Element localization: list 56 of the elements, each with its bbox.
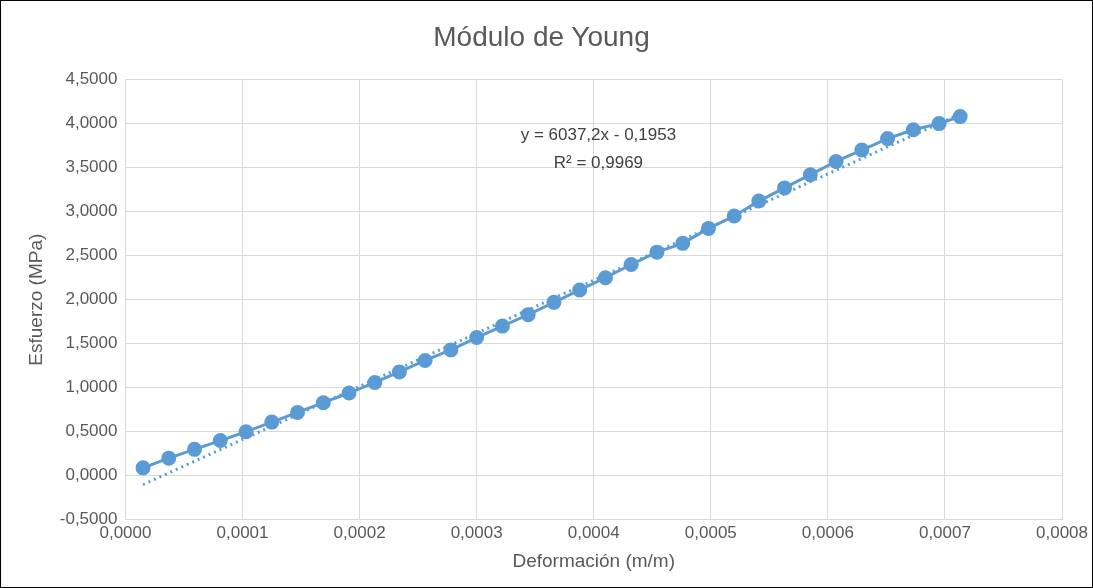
point xyxy=(905,122,921,138)
y-axis-title: Esfuerzo (MPa) xyxy=(24,233,46,366)
point xyxy=(494,318,510,334)
x-tick-label: 0,0006 xyxy=(801,522,854,542)
x-axis-title: Deformación (m/m) xyxy=(512,549,676,571)
point xyxy=(751,193,767,209)
point xyxy=(212,433,228,449)
point xyxy=(777,180,793,196)
point xyxy=(546,294,562,310)
point xyxy=(187,441,203,457)
point xyxy=(290,404,306,420)
y-tick-label: 3,0000 xyxy=(65,201,118,221)
x-tick-label: 0,0002 xyxy=(333,522,386,542)
point xyxy=(952,109,968,125)
point xyxy=(443,342,459,358)
point xyxy=(931,116,947,132)
x-tick-label: 0,0005 xyxy=(684,522,737,542)
y-tick-label: 2,0000 xyxy=(65,289,118,309)
point xyxy=(828,153,844,169)
point xyxy=(854,142,870,158)
point xyxy=(623,256,639,272)
annotation: R² = 0,9969 xyxy=(553,152,644,172)
point xyxy=(520,307,536,323)
y-tick-label: 0,0000 xyxy=(65,465,118,485)
point xyxy=(726,208,742,224)
point xyxy=(341,385,357,401)
point xyxy=(238,424,254,440)
x-tick-label: 0,0004 xyxy=(567,522,620,542)
point xyxy=(597,270,613,286)
point xyxy=(264,414,280,430)
point xyxy=(315,395,331,411)
point xyxy=(417,352,433,368)
y-tick-label: 2,5000 xyxy=(65,245,118,265)
y-tick-label: 3,5000 xyxy=(65,157,118,177)
y-tick-label: 0,5000 xyxy=(65,421,118,441)
point xyxy=(802,167,818,183)
point xyxy=(135,460,151,476)
point xyxy=(700,220,716,236)
point xyxy=(367,374,383,390)
point xyxy=(880,131,896,147)
y-tick-label: 1,0000 xyxy=(65,377,118,397)
x-tick-label: 0,0001 xyxy=(216,522,269,542)
y-tick-label: 4,0000 xyxy=(65,113,118,133)
point xyxy=(391,364,407,380)
x-tick-label: 0,0008 xyxy=(1036,522,1088,542)
x-tick-label: 0,0003 xyxy=(450,522,503,542)
point xyxy=(649,244,665,260)
x-tick-label: 0,0007 xyxy=(918,522,971,542)
point xyxy=(675,235,691,251)
y-tick-label: 4,5000 xyxy=(65,69,118,89)
point xyxy=(469,330,485,346)
y-tick-label: 1,5000 xyxy=(65,333,118,353)
point xyxy=(161,450,177,466)
chart-title: Módulo de Young xyxy=(433,20,650,52)
point xyxy=(572,282,588,298)
annotation: y = 6037,2x - 0,1953 xyxy=(520,124,677,144)
